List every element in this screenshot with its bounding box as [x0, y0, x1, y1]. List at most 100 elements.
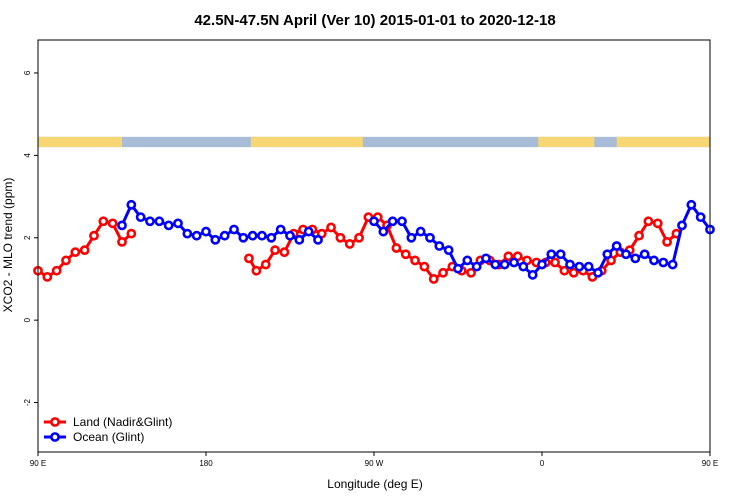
data-point — [391, 243, 402, 253]
data-point — [79, 245, 90, 256]
y-tick-label: -2 — [23, 398, 32, 406]
data-point — [490, 259, 501, 270]
data-point — [107, 218, 118, 229]
data-point — [559, 265, 570, 276]
y-tick-label: 4 — [23, 153, 32, 158]
y-axis-label: XCO2 - MLO trend (ppm) — [1, 178, 15, 313]
data-point — [275, 224, 286, 235]
x-axis-label: Longitude (deg E) — [327, 477, 422, 491]
legend-marker — [50, 432, 60, 442]
data-point — [565, 259, 575, 270]
data-point — [344, 239, 355, 249]
data-point — [145, 216, 155, 227]
data-point — [126, 199, 137, 210]
data-point — [621, 249, 631, 260]
data-point — [434, 241, 445, 251]
data-point — [285, 230, 295, 241]
legend-item: Ocean (Glint) — [44, 430, 144, 444]
plot-area — [38, 40, 710, 452]
data-point — [574, 261, 585, 272]
land-band — [38, 136, 122, 148]
data-point — [677, 220, 687, 231]
legend-item: Land (Nadir&Glint) — [44, 415, 172, 429]
data-point — [326, 222, 336, 233]
data-point — [173, 218, 183, 229]
data-point — [42, 271, 53, 282]
legend: Land (Nadir&Glint)Ocean (Glint) — [44, 415, 172, 444]
x-tick-label: 180 — [199, 459, 213, 468]
x-tick-label: 0 — [540, 459, 545, 468]
data-point — [518, 261, 529, 272]
legend-label: Ocean (Glint) — [73, 430, 144, 444]
y-tick-label: 6 — [23, 70, 32, 75]
data-point — [639, 249, 650, 260]
land-band — [250, 136, 363, 148]
plot-background — [38, 40, 710, 452]
data-point — [583, 261, 594, 272]
data-point — [438, 267, 448, 278]
data-point — [135, 212, 146, 223]
data-point — [191, 230, 202, 241]
data-point — [415, 226, 426, 237]
data-point — [354, 232, 364, 243]
data-point — [466, 267, 476, 278]
data-point — [419, 261, 430, 272]
x-tick-label: 90 E — [702, 459, 718, 468]
axes: 90 E 180 90 W 0 90 E -2 0 2 4 6 — [23, 39, 718, 468]
data-point — [117, 236, 127, 247]
y-tick-label: 0 — [23, 317, 32, 322]
data-point — [335, 232, 346, 243]
data-point — [229, 224, 239, 235]
data-point — [210, 234, 221, 245]
data-point — [244, 253, 254, 264]
data-point — [270, 245, 280, 256]
data-point — [247, 230, 258, 241]
data-point — [387, 216, 398, 227]
data-point — [313, 234, 323, 245]
data-point — [303, 226, 314, 237]
data-point — [658, 257, 669, 268]
data-point — [443, 245, 454, 256]
data-point — [630, 253, 641, 264]
data-point — [481, 253, 491, 264]
data-point — [369, 216, 379, 227]
data-point — [406, 232, 417, 243]
data-point — [686, 199, 697, 210]
data-point — [652, 218, 663, 229]
data-point — [266, 232, 277, 243]
series-layer — [33, 199, 715, 284]
chart-title: 42.5N-47.5N April (Ver 10) 2015-01-01 to… — [194, 12, 555, 29]
data-point — [219, 230, 230, 241]
data-point — [251, 265, 262, 276]
land-band — [616, 136, 710, 148]
data-point — [425, 232, 435, 243]
data-point — [400, 249, 411, 260]
data-point — [546, 249, 557, 260]
land-ocean-strip — [38, 136, 710, 148]
data-point — [51, 265, 62, 276]
data-point — [643, 216, 654, 227]
data-point — [634, 230, 644, 241]
data-point — [163, 220, 174, 231]
data-point — [201, 226, 211, 237]
data-point — [662, 236, 672, 247]
data-point — [126, 228, 137, 239]
legend-label: Land (Nadir&Glint) — [73, 415, 172, 429]
x-tick-label: 90 E — [30, 459, 46, 468]
data-point — [154, 216, 165, 227]
data-point — [550, 257, 560, 268]
ocean-band — [38, 136, 710, 148]
series-ocean — [117, 199, 715, 280]
data-point — [667, 259, 678, 270]
data-point — [182, 228, 193, 239]
data-point — [260, 259, 271, 270]
data-point — [89, 230, 99, 241]
data-point — [568, 267, 579, 278]
data-point — [294, 234, 305, 245]
data-point — [537, 259, 547, 270]
data-point — [503, 251, 514, 262]
data-point — [509, 257, 519, 268]
data-point — [238, 232, 249, 243]
data-point — [428, 274, 439, 284]
